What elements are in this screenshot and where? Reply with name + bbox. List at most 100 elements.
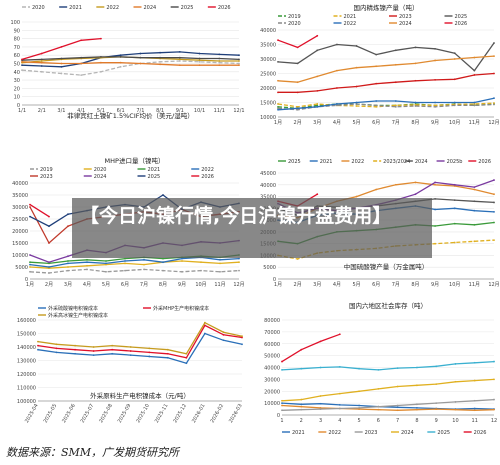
x-tick-label: 10月 [195, 282, 206, 288]
data-point [473, 409, 476, 412]
x-tick-label: 3/1 [57, 108, 65, 114]
data-point [204, 332, 206, 335]
data-point [414, 79, 417, 82]
data-point [473, 74, 476, 76]
data-point [493, 201, 495, 204]
legend-label: 2024 [144, 5, 157, 11]
y-tick-label: 80000 [264, 318, 280, 324]
legend-label: 2023/2024 [383, 159, 410, 165]
data-point [204, 324, 206, 327]
data-point [394, 183, 397, 186]
x-tick-label: 2 [300, 418, 303, 424]
y-tick-label: 35000 [260, 195, 276, 201]
data-point [394, 49, 397, 52]
y-tick-label: 50000 [264, 354, 280, 360]
x-tick-label: 7 [396, 418, 399, 424]
data-point [473, 186, 476, 189]
legend-label: 2026 [478, 159, 491, 165]
y-tick-label: 20000 [264, 389, 280, 395]
data-point [129, 350, 132, 352]
chart-nickel-ore-price: 0 10 20 30 40 50 60 70 80 90 100 1/1 2/1 3/1 4/1 5/1 6/1… [0, 0, 245, 135]
series-line [29, 260, 240, 269]
y-tick-label: 10000 [260, 115, 276, 121]
data-point [105, 262, 107, 265]
y-tick-label: 80 [14, 37, 20, 43]
data-point [300, 408, 303, 411]
legend-label: 2025 [288, 159, 301, 165]
data-point [473, 209, 476, 212]
data-point [29, 206, 31, 208]
y-tick-label: 150000 [17, 332, 36, 338]
data-point [48, 215, 50, 218]
x-tick-label: 1 [280, 418, 283, 424]
data-point [434, 198, 436, 200]
data-point [80, 74, 83, 77]
data-point [100, 55, 102, 58]
data-point [21, 60, 23, 63]
data-point [319, 340, 322, 343]
y-tick-label: 45000 [260, 171, 276, 177]
data-point [355, 105, 358, 107]
data-point [453, 183, 456, 186]
x-tick-label: 8月 [411, 120, 419, 126]
chart-title: 国内精炼镍产量（吨） [354, 3, 419, 12]
data-point [296, 81, 299, 84]
y-tick-label: 60000 [264, 342, 280, 348]
data-point [219, 262, 221, 265]
y-tick-label: 0 [25, 277, 28, 283]
data-point [375, 82, 378, 85]
data-point [493, 55, 495, 57]
data-point [74, 348, 76, 351]
data-point [375, 188, 378, 191]
data-point [493, 102, 495, 104]
data-point [394, 81, 397, 84]
data-point [37, 340, 39, 343]
data-point [435, 402, 438, 405]
data-point [238, 269, 240, 272]
data-point [67, 260, 69, 262]
data-point [416, 403, 418, 406]
data-point [300, 348, 303, 351]
data-point [281, 368, 283, 371]
chart-title: 国内六地区社会库存（吨） [349, 301, 427, 310]
legend-label: 2025b [447, 159, 463, 165]
data-point [29, 266, 31, 268]
data-point [48, 242, 50, 244]
data-point [355, 66, 358, 69]
data-point [338, 392, 341, 395]
data-point [148, 355, 151, 358]
data-point [296, 62, 299, 65]
data-point [86, 261, 88, 264]
series-line [37, 324, 243, 359]
x-tick-label: 8/1 [156, 108, 164, 114]
data-point [119, 54, 122, 57]
data-point [67, 255, 69, 258]
data-point [434, 104, 436, 107]
legend-label: 2022 [106, 5, 119, 11]
series-line [281, 398, 495, 411]
data-point [493, 221, 495, 224]
legend-label: 2025 [455, 14, 468, 20]
data-point [435, 408, 438, 410]
y-tick-label: 25000 [12, 217, 28, 223]
y-tick-label: 15000 [12, 241, 28, 247]
data-point [319, 366, 322, 369]
legend-label: 2023 [399, 14, 412, 20]
x-tick-label: 6 [377, 418, 380, 424]
legend-label: 2022 [351, 159, 364, 165]
data-point [238, 64, 240, 67]
data-point [60, 65, 63, 68]
x-tick-label: 8月 [411, 282, 419, 288]
data-point [377, 368, 380, 371]
data-point [336, 43, 338, 46]
legend-label: 2021 [344, 14, 357, 20]
series-line [281, 360, 495, 371]
y-tick-label: 40000 [260, 183, 276, 189]
data-point [80, 39, 83, 42]
x-tick-label: 4月 [333, 282, 341, 288]
series-line [277, 97, 495, 111]
x-tick-label: 11月 [214, 282, 225, 288]
data-point [29, 254, 31, 256]
x-tick-label: 2/1 [38, 108, 46, 114]
data-point [454, 401, 457, 403]
